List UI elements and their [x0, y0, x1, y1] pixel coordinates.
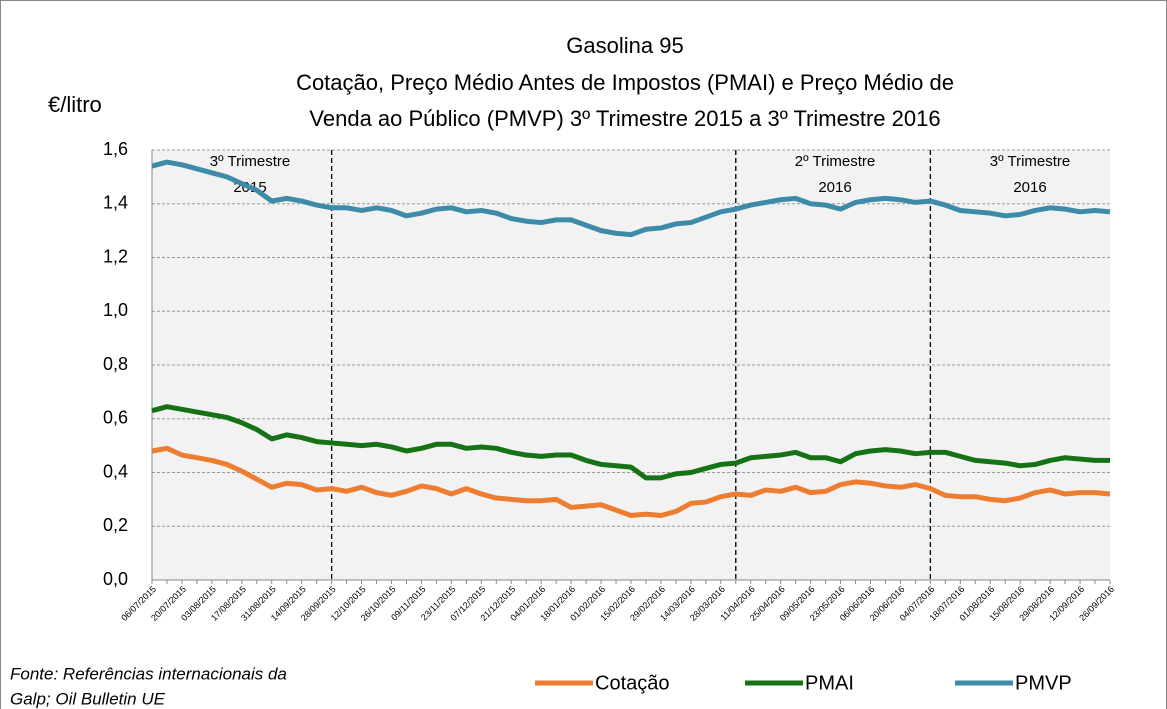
y-axis-label: €/litro: [48, 92, 102, 117]
y-tick-label: 1,0: [103, 300, 128, 320]
annotation: 2º Trimestre: [795, 153, 876, 170]
annotation: 2016: [818, 179, 851, 196]
annotation: 3º Trimestre: [990, 153, 1071, 170]
y-tick-label: 0,2: [103, 515, 128, 535]
y-tick-label: 0,6: [103, 408, 128, 428]
y-tick-label: 1,2: [103, 246, 128, 266]
legend-label: Cotação: [595, 672, 670, 694]
annotation: 3º Trimestre: [210, 153, 291, 170]
y-tick-label: 0,0: [103, 569, 128, 589]
y-tick-label: 1,6: [103, 139, 128, 159]
series-line: [151, 159, 1111, 238]
annotation: 2016: [1013, 179, 1046, 196]
y-tick-label: 1,4: [103, 193, 128, 213]
chart-title: Cotação, Preço Médio Antes de Impostos (…: [296, 70, 954, 95]
legend-label: PMAI: [805, 672, 854, 694]
y-tick-label: 0,8: [103, 354, 128, 374]
source: Galp; Oil Bulletin UE: [10, 689, 166, 708]
series-line: [151, 445, 1111, 518]
source: Fonte: Referências internacionais da: [10, 664, 287, 683]
legend-label: PMVP: [1015, 672, 1072, 694]
chart-title: Venda ao Público (PMVP) 3º Trimestre 201…: [309, 106, 940, 131]
series-line: [151, 404, 1110, 481]
y-tick-label: 0,4: [103, 461, 128, 481]
plot-area: [152, 150, 1110, 580]
chart-title: Gasolina 95: [566, 33, 683, 58]
